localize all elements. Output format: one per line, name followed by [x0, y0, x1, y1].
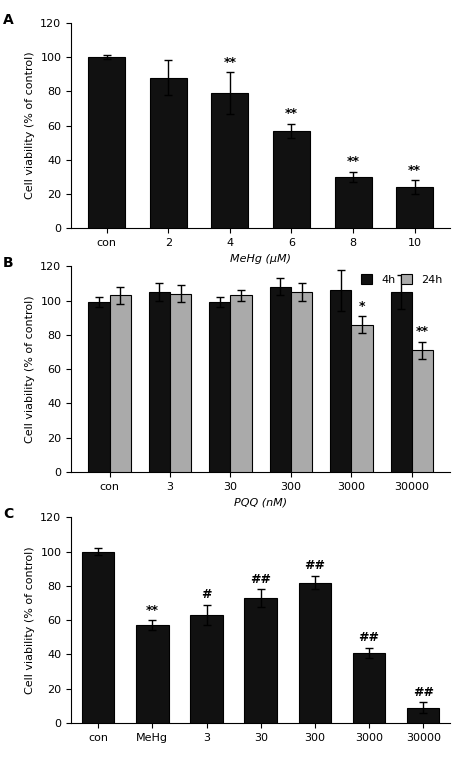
Bar: [273, 131, 310, 228]
Text: B: B: [3, 256, 13, 270]
Bar: [88, 302, 109, 472]
Text: **: **: [416, 325, 429, 338]
Bar: [299, 583, 331, 723]
Y-axis label: Cell viability (% of control): Cell viability (% of control): [25, 295, 35, 443]
Bar: [407, 708, 439, 723]
Text: **: **: [408, 164, 421, 177]
Bar: [351, 324, 373, 472]
Bar: [353, 653, 385, 723]
Text: **: **: [285, 107, 298, 120]
Y-axis label: Cell viability (% of control): Cell viability (% of control): [25, 52, 35, 199]
Text: A: A: [3, 13, 14, 27]
Text: C: C: [3, 507, 13, 521]
Text: ##: ##: [250, 573, 271, 586]
Text: **: **: [223, 56, 237, 69]
Bar: [136, 626, 169, 723]
Text: ##: ##: [304, 559, 325, 572]
Bar: [170, 294, 191, 472]
Text: ##: ##: [358, 631, 380, 644]
Bar: [210, 302, 230, 472]
Bar: [88, 57, 125, 228]
Y-axis label: Cell viability (% of control): Cell viability (% of control): [25, 546, 35, 694]
Text: **: **: [146, 603, 159, 616]
Bar: [412, 350, 433, 472]
Text: *: *: [359, 300, 365, 313]
Bar: [291, 292, 312, 472]
Bar: [245, 598, 277, 723]
Bar: [190, 615, 223, 723]
Text: #: #: [201, 588, 212, 601]
Bar: [149, 292, 170, 472]
X-axis label: MeHg (μM): MeHg (μM): [230, 253, 291, 263]
Text: **: **: [346, 155, 360, 168]
Bar: [82, 552, 114, 723]
Legend: 4h, 24h: 4h, 24h: [359, 272, 445, 287]
Bar: [230, 295, 252, 472]
Bar: [150, 78, 187, 228]
Text: ##: ##: [413, 686, 434, 699]
Bar: [270, 287, 291, 472]
Bar: [330, 290, 351, 472]
X-axis label: PQQ (nM): PQQ (nM): [234, 497, 287, 507]
Bar: [391, 292, 412, 472]
Bar: [396, 187, 433, 228]
Bar: [109, 295, 131, 472]
Bar: [335, 177, 372, 228]
Bar: [211, 93, 248, 228]
